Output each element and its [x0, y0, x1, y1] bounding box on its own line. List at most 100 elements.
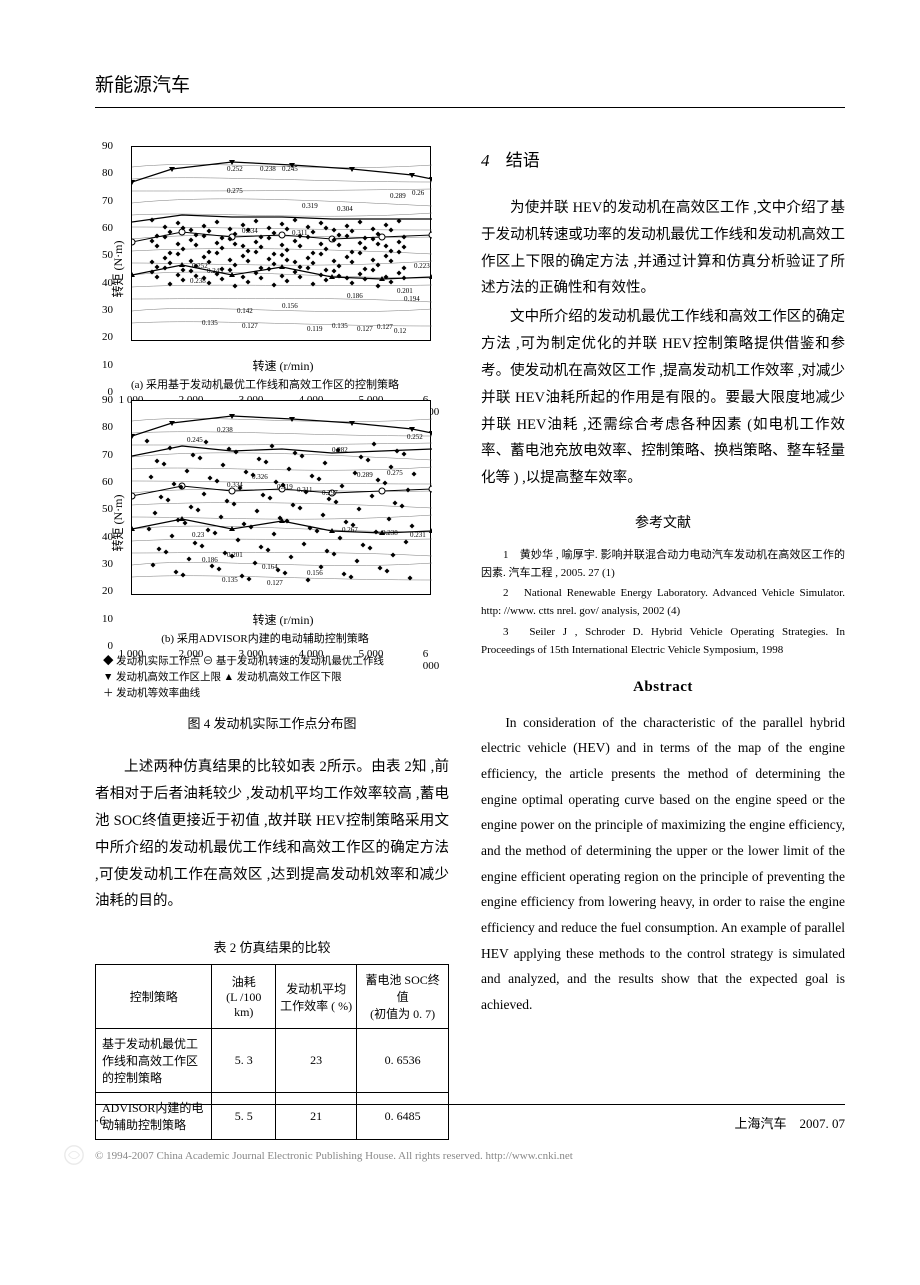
y-tick: 50	[95, 249, 113, 261]
conclusion-para-1: 为使并联 HEV的发动机在高效区工作 ,文中介绍了基于发动机转速或功率的发动机最…	[481, 195, 845, 302]
table-header: 发动机平均工作效率 ( %)	[276, 965, 357, 1029]
contour-label: 0.201	[227, 551, 243, 559]
contour-label: 0.135	[202, 319, 218, 327]
references-list: 1 黄妙华 , 喻厚宇. 影响并联混合动力电动汽车发动机在高效区工作的因素. 汽…	[481, 546, 845, 659]
x-tick: 4 000	[299, 648, 324, 660]
contour-label: 0.267	[342, 526, 358, 534]
contour-label: 0.252	[192, 262, 208, 270]
legend-line: ▼ 发动机高效工作区上限 ▲ 发动机高效工作区下限	[103, 670, 449, 686]
contour-label: 0.156	[282, 302, 298, 310]
x-tick: 1 000	[119, 648, 144, 660]
chart-b-xlabel: 转速 (r/min)	[131, 611, 435, 628]
left-paragraph: 上述两种仿真结果的比较如表 2所示。由表 2知 ,前者相对于后者油耗较少 ,发动…	[95, 754, 449, 915]
section-number: 4	[481, 151, 490, 170]
contour-label: 0.245	[187, 436, 203, 444]
x-tick: 3 000	[239, 648, 264, 660]
figure4-legend: ◆ 发动机实际工作点 ⊖ 基于发动机转速的发动机最优工作线▼ 发动机高效工作区上…	[103, 654, 449, 701]
y-tick: 20	[95, 331, 113, 343]
legend-line: ◆ 发动机实际工作点 ⊖ 基于发动机转速的发动机最优工作线	[103, 654, 449, 670]
contour-label: 0.142	[237, 307, 253, 315]
y-tick: 80	[95, 421, 113, 433]
y-tick: 60	[95, 222, 113, 234]
contour-label: 0.238	[382, 529, 398, 537]
y-tick: 0	[95, 640, 113, 652]
contour-label: 0.223	[414, 262, 430, 270]
x-tick: 6 000	[423, 648, 440, 672]
section-4-heading: 4 结语	[481, 146, 845, 171]
figure4-chart-b: 转矩 (N·m) 0102030405060708090 0.2380.2450…	[95, 400, 435, 646]
contour-label: 0.127	[357, 325, 373, 333]
y-tick: 30	[95, 558, 113, 570]
contour-label: 0.12	[394, 327, 406, 335]
contour-label: 0.334	[242, 227, 258, 235]
contour-label: 0.186	[347, 292, 363, 300]
table-cell: 0. 6536	[357, 1029, 449, 1093]
conclusion-para-2: 文中所介绍的发动机最优工作线和高效工作区的确定方法 ,可为制定优化的并联 HEV…	[481, 304, 845, 492]
contour-label: 0.238	[217, 426, 233, 434]
legend-line: ＋ 发动机等效率曲线	[103, 686, 449, 702]
contour-label: 0.334	[227, 481, 243, 489]
right-column: 4 结语 为使并联 HEV的发动机在高效区工作 ,文中介绍了基于发动机转速或功率…	[481, 146, 845, 1140]
contour-label: 0.289	[357, 471, 373, 479]
contour-label: 0.245	[282, 165, 298, 173]
abstract-heading: Abstract	[481, 679, 845, 696]
contour-label: 0.186	[202, 556, 218, 564]
left-body-text: 上述两种仿真结果的比较如表 2所示。由表 2知 ,前者相对于后者油耗较少 ,发动…	[95, 754, 449, 915]
y-tick: 40	[95, 277, 113, 289]
contour-label: 0.119	[307, 325, 323, 333]
section-title: 结语	[506, 151, 540, 170]
y-tick: 30	[95, 304, 113, 316]
footer-journal: 上海汽车 2007. 07	[734, 1113, 845, 1132]
contour-label: 0.289	[390, 192, 406, 200]
page-number: ·6·	[95, 1113, 110, 1132]
table-cell: 5. 3	[212, 1029, 276, 1093]
abstract-text: In consideration of the characteristic o…	[481, 710, 845, 1018]
contour-label: 0.127	[377, 323, 393, 331]
contour-label: 0.194	[404, 295, 420, 303]
table2-caption: 表 2 仿真结果的比较	[95, 937, 449, 956]
table-cell: 23	[276, 1029, 357, 1093]
y-tick: 60	[95, 476, 113, 488]
journal-section-header: 新能源汽车	[95, 70, 845, 108]
contour-label: 0.135	[222, 576, 238, 584]
contour-label: 0.135	[332, 322, 348, 330]
y-tick: 10	[95, 359, 113, 371]
y-tick: 10	[95, 613, 113, 625]
contour-label: 0.127	[267, 579, 283, 587]
contour-label: 0.252	[407, 433, 423, 441]
table-cell: 基于发动机最优工作线和高效工作区的控制策略	[96, 1029, 212, 1093]
contour-label: 0.326	[252, 473, 268, 481]
contour-label: 0.319	[302, 202, 318, 210]
contour-label: 0.156	[307, 569, 323, 577]
table-header: 油耗(L /100 km)	[212, 965, 276, 1029]
contour-label: 0.282	[332, 446, 348, 454]
contour-label: 0.26	[412, 189, 424, 197]
y-tick: 90	[95, 394, 113, 406]
contour-label: 0.231	[410, 531, 426, 539]
contour-label: 0.238	[260, 165, 276, 173]
y-tick: 70	[95, 449, 113, 461]
contour-label: 0.245	[207, 267, 223, 275]
contour-label: 0.164	[262, 563, 278, 571]
page-footer: ·6· 上海汽车 2007. 07	[95, 1104, 845, 1132]
chart-a-subcaption: (a) 采用基于发动机最优工作线和高效工作区的控制策略	[95, 376, 435, 392]
left-column: 转矩 (N·m) 0102030405060708090 0.2520.2380…	[95, 146, 449, 1140]
table-row: 基于发动机最优工作线和高效工作区的控制策略5. 3230. 6536	[96, 1029, 449, 1093]
chart-b-subcaption: (b) 采用ADVISOR内建的电动辅助控制策略	[95, 630, 435, 646]
reference-item: 1 黄妙华 , 喻厚宇. 影响并联混合动力电动汽车发动机在高效区工作的因素. 汽…	[481, 546, 845, 582]
y-tick: 20	[95, 585, 113, 597]
contour-label: 0.23	[192, 531, 204, 539]
x-tick: 5 000	[359, 648, 384, 660]
y-tick: 50	[95, 503, 113, 515]
reference-item: 3 Seiler J , Schroder D. Hybrid Vehicle …	[481, 623, 845, 659]
figure4-caption: 图 4 发动机实际工作点分布图	[95, 713, 449, 732]
y-tick: 70	[95, 195, 113, 207]
y-tick: 80	[95, 167, 113, 179]
contour-label: 0.238	[190, 277, 206, 285]
contour-label: 0.304	[337, 205, 353, 213]
figure4-chart-a: 转矩 (N·m) 0102030405060708090 0.2520.2380…	[95, 146, 435, 392]
contour-label: 0.127	[242, 322, 258, 330]
contour-label: 0.297	[322, 489, 338, 497]
contour-label: 0.311	[297, 486, 313, 494]
y-tick: 40	[95, 531, 113, 543]
